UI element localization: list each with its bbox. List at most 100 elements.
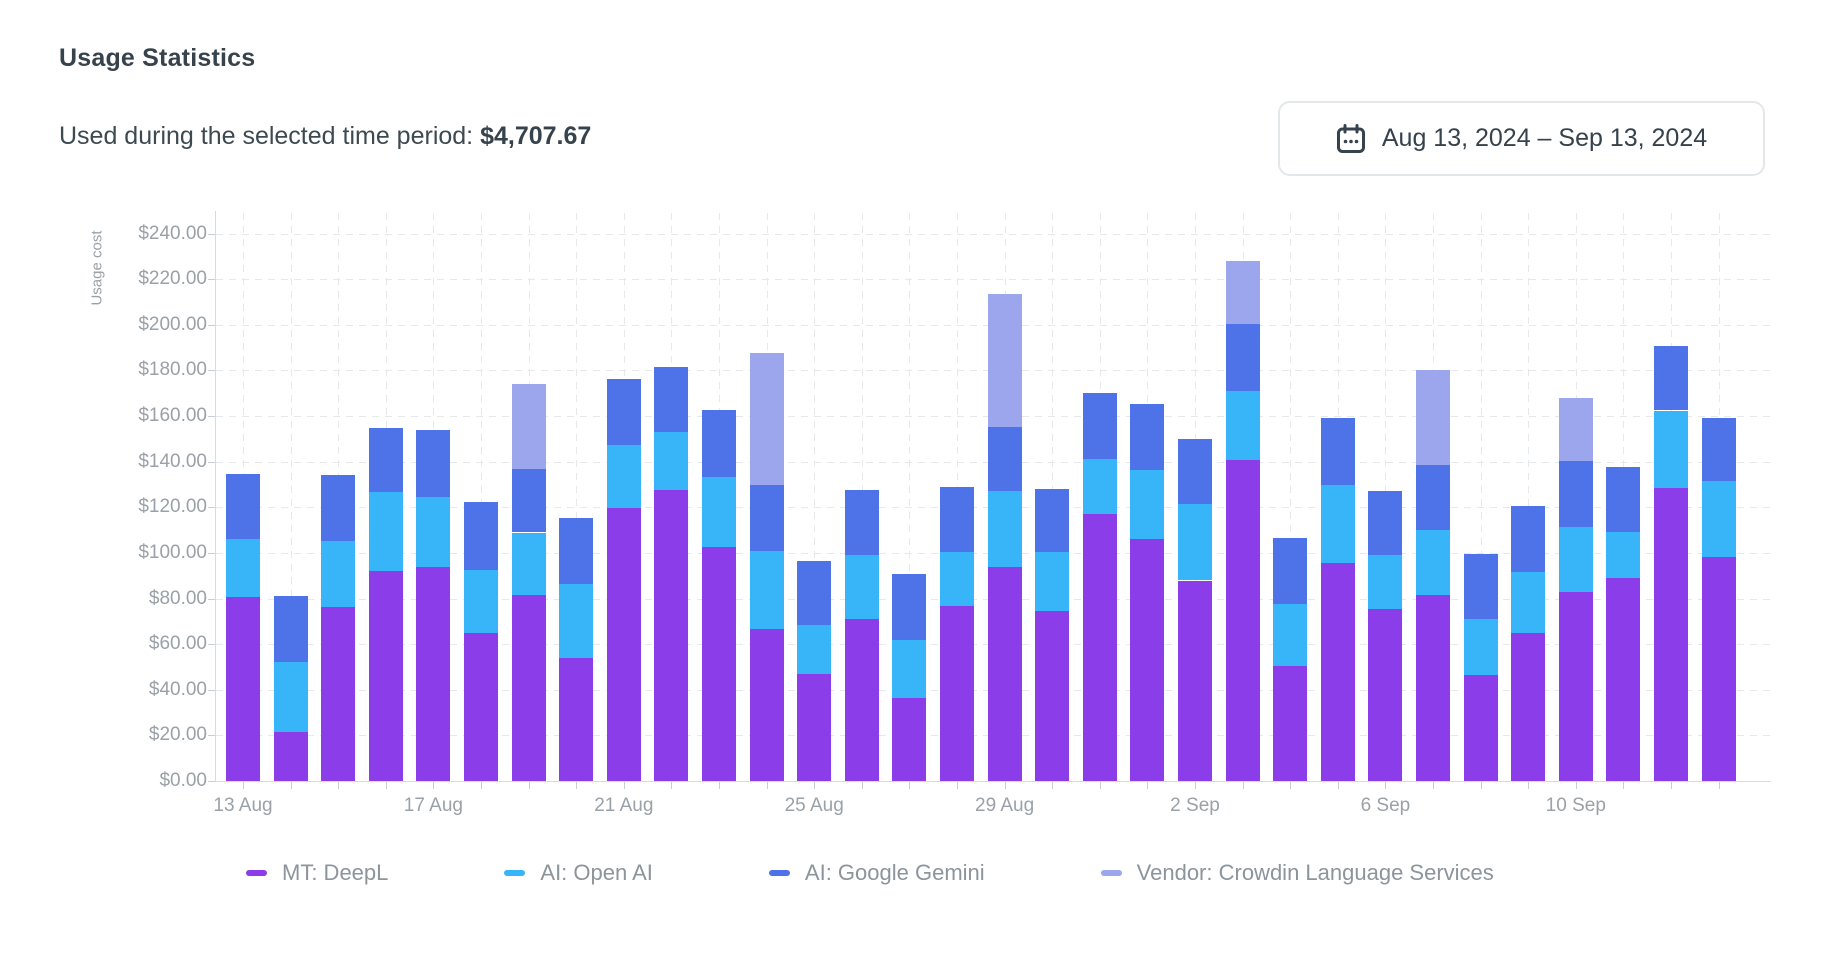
- bar-segment[interactable]: [1130, 470, 1165, 539]
- bar-segment[interactable]: [1416, 530, 1450, 596]
- bar-segment[interactable]: [416, 496, 451, 568]
- bar-segment[interactable]: [1606, 467, 1641, 533]
- bar-segment[interactable]: [1368, 609, 1403, 781]
- bar-segment[interactable]: [1178, 580, 1212, 781]
- bar-segment[interactable]: [1130, 539, 1165, 781]
- bar-segment[interactable]: [273, 732, 308, 781]
- bar-segment[interactable]: [1130, 404, 1165, 471]
- date-range-picker[interactable]: Aug 13, 2024 – Sep 13, 2024: [1278, 101, 1765, 176]
- bar-segment[interactable]: [1225, 459, 1260, 781]
- bar-segment[interactable]: [1558, 592, 1593, 781]
- bar-segment[interactable]: [797, 674, 832, 781]
- bar-segment[interactable]: [464, 502, 498, 571]
- bar-segment[interactable]: [892, 698, 927, 781]
- bar-segment[interactable]: [654, 489, 689, 781]
- bar-segment[interactable]: [321, 474, 356, 541]
- bar-segment[interactable]: [987, 566, 1022, 781]
- bar-segment[interactable]: [1225, 324, 1260, 391]
- bar-segment[interactable]: [844, 618, 879, 781]
- bar-segment[interactable]: [368, 570, 403, 781]
- bar-segment[interactable]: [1082, 514, 1117, 781]
- bar-segment[interactable]: [1368, 491, 1403, 556]
- legend-item[interactable]: Vendor: Crowdin Language Services: [1100, 860, 1494, 886]
- bar-segment[interactable]: [606, 445, 641, 509]
- bar-segment[interactable]: [1558, 461, 1593, 528]
- bar-segment[interactable]: [1035, 552, 1070, 611]
- bar-segment[interactable]: [797, 561, 832, 626]
- legend-item[interactable]: AI: Open AI: [504, 860, 653, 886]
- bar-segment[interactable]: [1558, 397, 1593, 462]
- bar-segment[interactable]: [416, 430, 451, 497]
- bar-segment[interactable]: [987, 426, 1022, 492]
- bar-segment[interactable]: [1701, 418, 1736, 481]
- bar-segment[interactable]: [1082, 392, 1117, 459]
- bar-segment[interactable]: [1558, 527, 1593, 593]
- bar-segment[interactable]: [368, 428, 403, 493]
- bar-segment[interactable]: [844, 489, 879, 556]
- bar-segment[interactable]: [892, 640, 927, 699]
- bar-segment[interactable]: [416, 567, 451, 781]
- bar-segment[interactable]: [273, 596, 308, 663]
- bar-segment[interactable]: [940, 606, 974, 781]
- bar-segment[interactable]: [511, 384, 546, 469]
- bar-segment[interactable]: [321, 540, 356, 607]
- bar-segment[interactable]: [1273, 604, 1308, 666]
- bar-segment[interactable]: [1416, 370, 1450, 466]
- bar-segment[interactable]: [1035, 610, 1070, 781]
- bar-segment[interactable]: [1654, 346, 1688, 411]
- bar-segment[interactable]: [368, 492, 403, 571]
- bar-segment[interactable]: [464, 633, 498, 781]
- bar-segment[interactable]: [273, 662, 308, 733]
- bar-segment[interactable]: [1273, 666, 1308, 781]
- bar-segment[interactable]: [1654, 410, 1688, 489]
- bar-segment[interactable]: [559, 584, 594, 658]
- bar-segment[interactable]: [702, 477, 736, 548]
- bar-segment[interactable]: [464, 570, 498, 633]
- bar-segment[interactable]: [749, 485, 784, 552]
- bar-segment[interactable]: [1606, 532, 1641, 578]
- bar-segment[interactable]: [1225, 260, 1260, 325]
- bar-segment[interactable]: [1320, 418, 1355, 485]
- bar-segment[interactable]: [749, 551, 784, 630]
- bar-segment[interactable]: [226, 597, 260, 781]
- bar-segment[interactable]: [749, 352, 784, 486]
- bar-segment[interactable]: [1463, 675, 1498, 781]
- bar-segment[interactable]: [1178, 439, 1212, 504]
- bar-segment[interactable]: [1178, 503, 1212, 581]
- bar-segment[interactable]: [987, 293, 1022, 427]
- bar-segment[interactable]: [1701, 556, 1736, 781]
- bar-segment[interactable]: [1416, 595, 1450, 781]
- bar-segment[interactable]: [226, 539, 260, 598]
- bar-segment[interactable]: [1082, 458, 1117, 515]
- bar-segment[interactable]: [1654, 488, 1688, 781]
- bar-segment[interactable]: [226, 473, 260, 539]
- bar-segment[interactable]: [1463, 619, 1498, 676]
- bar-segment[interactable]: [559, 518, 594, 585]
- bar-segment[interactable]: [1320, 484, 1355, 563]
- bar-segment[interactable]: [702, 547, 736, 781]
- bar-segment[interactable]: [654, 432, 689, 490]
- bar-segment[interactable]: [606, 379, 641, 445]
- bar-segment[interactable]: [892, 573, 927, 641]
- bar-segment[interactable]: [1511, 505, 1546, 573]
- bar-segment[interactable]: [1511, 633, 1546, 781]
- bar-segment[interactable]: [1273, 538, 1308, 605]
- bar-segment[interactable]: [606, 508, 641, 781]
- bar-segment[interactable]: [559, 657, 594, 781]
- legend-item[interactable]: AI: Google Gemini: [768, 860, 985, 886]
- bar-segment[interactable]: [797, 625, 832, 674]
- bar-segment[interactable]: [1511, 572, 1546, 633]
- bar-segment[interactable]: [654, 367, 689, 432]
- bar-segment[interactable]: [1225, 390, 1260, 460]
- bar-segment[interactable]: [1320, 562, 1355, 781]
- bar-segment[interactable]: [1368, 555, 1403, 609]
- legend-item[interactable]: MT: DeepL: [246, 860, 388, 886]
- bar-segment[interactable]: [1701, 481, 1736, 557]
- bar-segment[interactable]: [702, 409, 736, 478]
- bar-segment[interactable]: [1416, 465, 1450, 531]
- bar-segment[interactable]: [940, 552, 974, 607]
- bar-segment[interactable]: [1606, 577, 1641, 781]
- bar-segment[interactable]: [511, 468, 546, 533]
- bar-segment[interactable]: [987, 491, 1022, 567]
- bar-segment[interactable]: [321, 607, 356, 781]
